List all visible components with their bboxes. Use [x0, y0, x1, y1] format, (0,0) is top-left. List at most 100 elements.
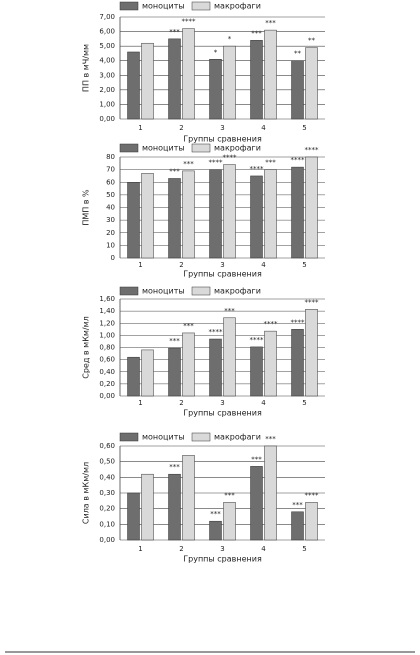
legend-label: моноциты [142, 433, 185, 442]
bar [264, 29, 277, 120]
x-tick-label: 1 [138, 124, 142, 132]
legend-label: макрофаги [214, 287, 261, 296]
bar [291, 329, 304, 397]
significance-label: **** [223, 154, 238, 162]
significance-label: *** [169, 167, 180, 175]
bar [250, 175, 263, 259]
legend-swatch [191, 143, 211, 153]
y-tick-label: 20 [106, 229, 115, 237]
bar [182, 170, 195, 259]
bar [168, 473, 181, 541]
x-tick-label: 5 [302, 124, 306, 132]
y-axis-title: ПП в мЧ/мм [82, 44, 91, 92]
bar [264, 169, 277, 259]
y-tick-label: 0,40 [99, 368, 115, 376]
x-tick-label: 1 [138, 261, 142, 269]
x-tick-label: 5 [302, 545, 306, 553]
y-tick-label: 10 [106, 241, 115, 249]
significance-label: * [228, 35, 232, 43]
x-tick-label: 5 [302, 399, 306, 407]
significance-label: **** [264, 320, 279, 328]
x-axis-title: Группы сравнения [183, 270, 262, 279]
bar [250, 466, 263, 541]
bar [209, 338, 222, 397]
significance-label: **** [305, 298, 320, 306]
significance-label: **** [182, 18, 197, 26]
x-axis-title: Группы сравнения [183, 135, 262, 144]
y-tick-label: 1,40 [99, 307, 115, 315]
y-tick-label: 1,20 [99, 319, 115, 327]
significance-label: *** [251, 455, 262, 463]
y-axis-title: Сред в мКм/мл [82, 316, 91, 379]
bar [264, 445, 277, 541]
significance-label: *** [169, 337, 180, 345]
legend-swatch [119, 432, 139, 442]
bar [223, 164, 236, 259]
x-tick-label: 3 [220, 124, 224, 132]
significance-label: *** [183, 322, 194, 330]
x-tick-label: 3 [220, 399, 224, 407]
y-axis-title: Сила в мКм/мл [82, 462, 91, 524]
bar [305, 156, 318, 259]
y-tick-label: 5,00 [99, 42, 115, 50]
significance-label: **** [250, 336, 265, 344]
y-tick-label: 0,00 [99, 392, 115, 400]
significance-label: *** [210, 510, 221, 518]
y-tick-label: 6,00 [99, 28, 115, 36]
y-tick-label: 0,20 [99, 380, 115, 388]
legend-swatch [191, 432, 211, 442]
bar [223, 317, 236, 397]
significance-label: *** [265, 159, 276, 167]
x-tick-label: 4 [261, 399, 266, 407]
x-axis-title: Группы сравнения [183, 555, 262, 564]
bar [223, 45, 236, 120]
y-tick-label: 0,80 [99, 344, 115, 352]
bar [291, 60, 304, 120]
significance-label: *** [169, 463, 180, 471]
significance-label: *** [224, 307, 235, 315]
significance-label: *** [183, 160, 194, 168]
x-axis-title: Группы сравнения [183, 409, 262, 418]
bar [250, 346, 263, 397]
significance-label: *** [265, 19, 276, 27]
bar [209, 59, 222, 120]
x-tick-label: 2 [179, 399, 183, 407]
legend-label: макрофаги [214, 2, 261, 11]
legend-label: макрофаги [214, 144, 261, 153]
x-tick-label: 4 [261, 261, 266, 269]
x-tick-label: 5 [302, 261, 306, 269]
bar [141, 473, 154, 541]
y-tick-label: 0,60 [99, 356, 115, 364]
y-tick-label: 70 [106, 166, 115, 174]
x-tick-label: 1 [138, 399, 142, 407]
bar [141, 42, 154, 120]
bar [168, 38, 181, 120]
y-tick-label: 40 [106, 204, 115, 212]
y-tick-label: 0,60 [99, 442, 115, 450]
significance-label: *** [169, 28, 180, 36]
bar [141, 349, 154, 397]
significance-label: *** [292, 501, 303, 509]
y-tick-label: 0,10 [99, 520, 115, 528]
y-tick-label: 80 [106, 153, 115, 161]
legend-label: моноциты [142, 2, 185, 11]
bar [182, 28, 195, 120]
legend-swatch [191, 1, 211, 11]
y-tick-label: 7,00 [99, 13, 115, 21]
bar [305, 47, 318, 120]
y-tick-label: 4,00 [99, 57, 115, 65]
legend-swatch [119, 1, 139, 11]
significance-label: **** [250, 165, 265, 173]
y-tick-label: 0 [111, 254, 115, 262]
bar [305, 309, 318, 397]
y-tick-label: 3,00 [99, 71, 115, 79]
y-tick-label: 0,50 [99, 458, 115, 466]
bar [168, 347, 181, 397]
significance-label: **** [291, 156, 306, 164]
significance-label: **** [291, 318, 306, 326]
legend-swatch [191, 286, 211, 296]
significance-label: ** [294, 50, 302, 58]
y-tick-label: 50 [106, 191, 115, 199]
bar [127, 51, 140, 120]
